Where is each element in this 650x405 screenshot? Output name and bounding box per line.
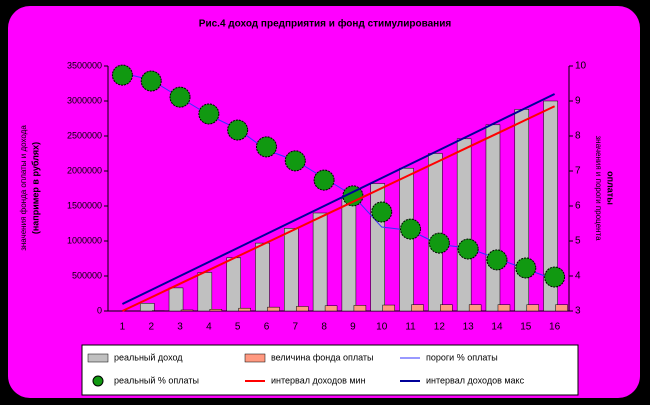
legend-label: пороги % оплаты [426,352,498,362]
x-tick-label: 15 [520,322,532,333]
y2-tick-label: 7 [575,166,581,177]
y-tick-label: 3000000 [67,95,102,105]
bar [353,305,367,312]
x-tick-label: 3 [177,322,183,333]
point [198,103,220,125]
bar [341,198,357,312]
legend-label: интервал доходов макс [426,375,525,385]
bar [428,153,443,312]
y2-tick-label: 8 [575,131,581,142]
y2-tick-label: 9 [575,96,581,107]
bar [168,287,184,312]
point [140,70,162,92]
legend-label: интервал доходов мин [271,375,366,385]
bar [139,303,155,312]
bar [440,304,453,312]
bar [382,304,395,312]
bar [468,304,482,312]
point [284,150,306,172]
x-tick-label: 2 [148,322,154,333]
point [486,249,508,271]
bar [543,100,558,312]
point [313,169,335,191]
x-tick-label: 4 [206,322,212,333]
x-tick-label: 7 [293,322,299,333]
x-tick-label: 11 [405,322,416,333]
y2-tick-label: 4 [575,271,581,282]
x-tick-label: 6 [264,322,270,333]
y2-axis-label: значения и пороги процента [594,135,603,241]
y-tick-label: 1000000 [67,235,102,245]
bar [255,242,270,312]
chart-frame [8,6,640,398]
y-tick-label: 3500000 [67,60,102,70]
point [227,119,249,141]
bar [555,304,568,312]
bar [514,109,530,312]
bar [399,167,414,312]
legend-swatch [244,353,266,363]
y-tick-label: 1500000 [67,200,102,210]
point [400,218,422,240]
point [428,232,450,254]
point [457,238,479,260]
x-tick-label: 13 [463,322,475,333]
x-tick-label: 8 [321,322,327,333]
bar [180,309,194,312]
y-tick-label: 2000000 [67,165,102,175]
x-tick-label: 12 [434,322,446,333]
y-axis-label: значения фонда оплаты и дохода [19,125,28,251]
legend-swatch [92,375,104,387]
x-tick-label: 5 [235,322,241,333]
bar [485,124,501,312]
bar [324,305,338,312]
legend-label: величина фонда оплаты [271,352,374,362]
y-tick-label: 0 [97,305,102,315]
y2-tick-label: 10 [575,61,587,72]
y2-tick-label: 5 [575,236,581,247]
line [122,72,555,280]
legend-label: реальный % оплаты [114,375,199,385]
bar [456,138,472,312]
x-tick-label: 14 [491,322,503,333]
y2-axis-label: оплаты [606,171,616,205]
x-tick-label: 10 [376,322,388,333]
bar [238,307,251,312]
bar [197,272,213,312]
chart-title: Рис.4 доход предприятия и фонд стимулиро… [199,18,452,30]
x-tick-label: 16 [549,322,561,333]
bar [284,228,299,312]
point [544,266,566,288]
bar [497,304,511,312]
y-tick-label: 500000 [72,270,102,280]
point [515,257,537,279]
line [121,93,556,305]
point [255,136,277,158]
y2-tick-label: 3 [575,306,581,317]
bar [411,304,424,312]
x-tick-label: 1 [120,322,126,333]
point [371,201,393,223]
bar [526,304,540,312]
legend-label: реальный доход [114,352,183,362]
bar [296,306,309,312]
line [121,105,556,312]
bar [209,309,223,312]
point [169,86,191,108]
x-tick-label: 9 [350,322,356,333]
bar [226,257,241,312]
bar [312,212,328,312]
bar [267,306,280,312]
y-tick-label: 2500000 [67,130,102,140]
y-axis-label: (например в рублях) [30,142,40,234]
y2-tick-label: 6 [575,201,581,212]
point [111,64,133,86]
legend [81,344,579,396]
legend-swatch [87,353,109,363]
